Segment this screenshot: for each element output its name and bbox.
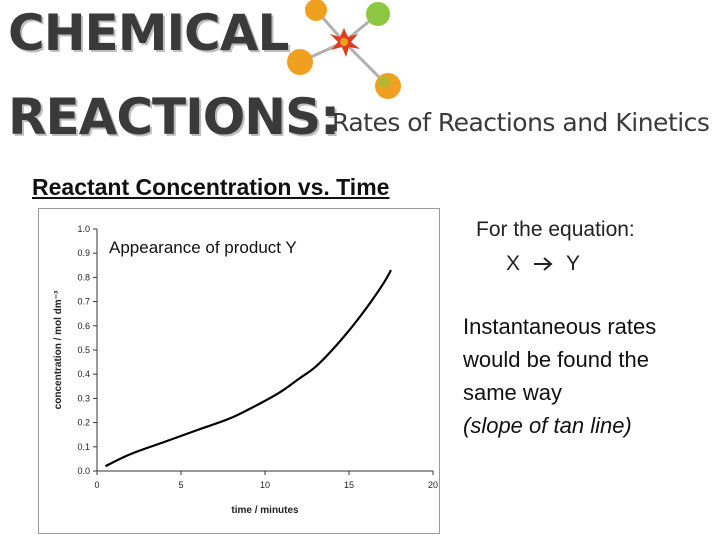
concentration-time-chart: 0.0 0.1 0.2 0.3 0.4 0.5 0.6 0.7 0.8 0.9 1.0 0 5 10 15 2…: [53, 224, 438, 516]
x-tick-label: 0: [94, 480, 99, 490]
x-tick-label: 15: [344, 480, 354, 490]
y-tick-label: 0.6: [77, 321, 90, 331]
y-tick-label: 0.7: [77, 297, 90, 307]
y-tick-label: 0.5: [77, 345, 90, 355]
banner-title-line2: REACTIONS:: [8, 88, 340, 146]
x-axis-title: time / minutes: [231, 505, 299, 516]
banner-subtitle: Rates of Reactions and Kinetics: [332, 108, 710, 137]
note-line-4: (slope of tan line): [463, 413, 632, 438]
note-line-1: Instantaneous rates: [463, 314, 657, 339]
equation-reactant: X: [506, 252, 521, 275]
slide-heading: Reactant Concentration vs. Time: [32, 174, 390, 200]
molecule-icon: [287, 0, 401, 99]
x-tick-label: 20: [428, 480, 438, 490]
x-tick-label: 10: [260, 480, 270, 490]
y-tick-label: 0.0: [77, 466, 90, 476]
note-block: Instantaneous rates would be found the s…: [463, 310, 715, 442]
right-arrow-icon: [534, 257, 553, 271]
y-tick-label: 0.3: [77, 393, 90, 403]
series-line-product-y: [104, 269, 392, 468]
atom-left: [287, 49, 313, 75]
tick-labels: 0.0 0.1 0.2 0.3 0.4 0.5 0.6 0.7 0.8 0.9 1.0 0 5 10 15 2…: [77, 224, 438, 490]
atom-top-right: [366, 2, 390, 26]
note-line-2: would be found the: [463, 347, 649, 372]
y-axis-title: concentration / mol dm⁻³: [53, 290, 64, 409]
y-tick-label: 0.9: [77, 248, 90, 258]
y-tick-label: 0.1: [77, 442, 90, 452]
atom-top-left: [305, 0, 327, 21]
banner-title-line1: CHEMICAL: [8, 4, 289, 62]
equation-product: Y: [566, 252, 581, 275]
equation-intro: For the equation:: [476, 218, 635, 241]
y-tick-label: 0.2: [77, 418, 90, 428]
chart-annotation: Appearance of product Y: [109, 238, 297, 257]
x-tick-label: 5: [178, 480, 183, 490]
note-line-3: same way: [463, 380, 563, 405]
y-tick-label: 1.0: [77, 224, 90, 234]
chart-frame: 0.0 0.1 0.2 0.3 0.4 0.5 0.6 0.7 0.8 0.9 1.0 0 5 10 15 2…: [38, 208, 440, 534]
y-tick-label: 0.4: [77, 369, 90, 379]
equation-line: X Y: [506, 252, 580, 276]
y-tick-label: 0.8: [77, 272, 90, 282]
axes: [96, 229, 433, 472]
